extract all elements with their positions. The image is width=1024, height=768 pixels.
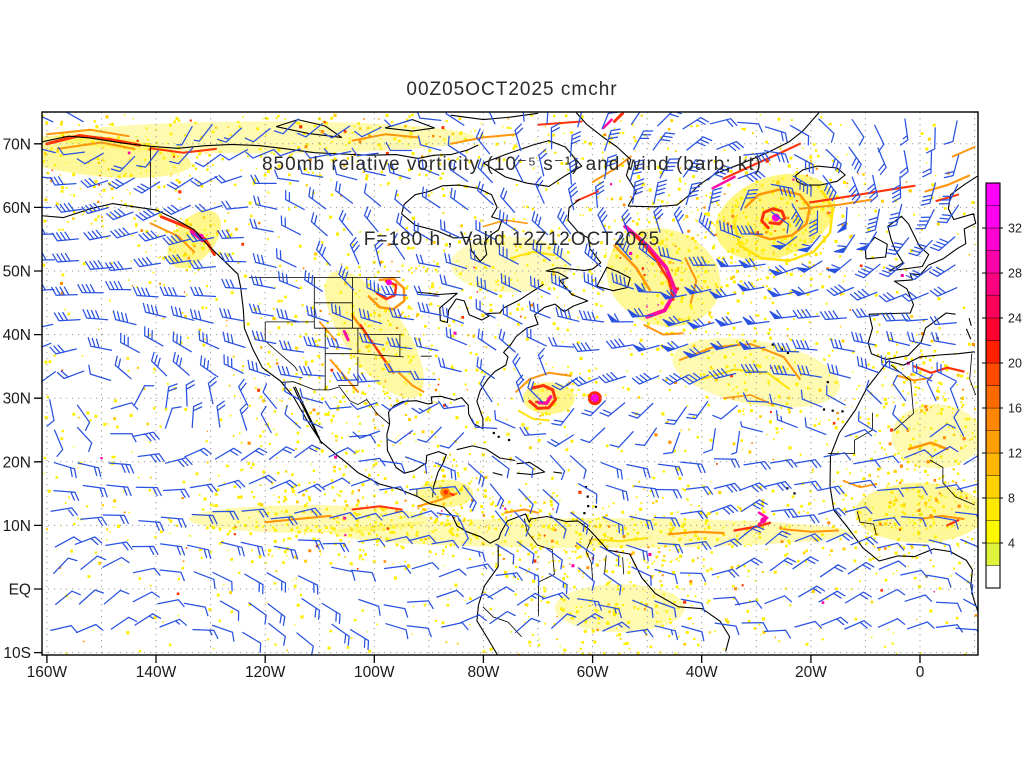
coastlines: [42, 112, 978, 655]
colorbar-tick-label: 28: [1008, 267, 1022, 281]
axis-labels: 70N 60N 50N 40N 30N 20N 10N EQ 10S 160W 140W 120W 10…: [3, 136, 925, 681]
colorbar-tick-label: 4: [1008, 537, 1015, 551]
lon-tick-label: 100W: [354, 664, 395, 681]
island-dots: [492, 337, 939, 515]
lat-tick-label: 70N: [3, 136, 31, 153]
lat-tick-label: 60N: [3, 200, 31, 217]
colorbar: 4 8 12 16 20 24 28 32: [982, 182, 1022, 589]
lon-tick-label: 120W: [245, 664, 286, 681]
map-content-layer: [42, 112, 978, 655]
lat-tick-label: 10N: [3, 518, 31, 535]
colorbar-tick-label: 20: [1008, 357, 1022, 371]
colorbar-tick-label: 16: [1008, 402, 1022, 416]
axis-ticks: [34, 143, 921, 663]
title-field-line: 850mb relative vorticity (10⁻⁵ s⁻¹) and …: [261, 154, 763, 175]
colorbar-tick-label: 24: [1008, 312, 1022, 326]
colorbar-tick-label: 12: [1008, 447, 1022, 461]
lon-tick-label: 140W: [136, 664, 177, 681]
lon-tick-label: 0: [916, 664, 925, 681]
title-run-line: 00Z05OCT2025 cmchr: [406, 79, 618, 100]
lat-tick-label: 10S: [3, 645, 31, 662]
lon-tick-label: 40W: [686, 664, 718, 681]
lat-tick-label: EQ: [9, 582, 31, 599]
lat-tick-label: 30N: [3, 391, 31, 408]
vorticity-filament-layer: [45, 112, 976, 543]
lat-tick-label: 50N: [3, 264, 31, 281]
lon-tick-label: 80W: [467, 664, 499, 681]
lat-tick-label: 40N: [3, 327, 31, 344]
colorbar-tick-label: 32: [1008, 222, 1022, 236]
lat-tick-label: 20N: [3, 454, 31, 471]
map-frame: [41, 111, 979, 656]
lon-tick-label: 160W: [27, 664, 68, 681]
political-borders: [150, 147, 977, 637]
wind-barbs-layer: [42, 112, 978, 655]
colorbar-tick-label: 8: [1008, 492, 1015, 506]
lon-tick-label: 20W: [795, 664, 827, 681]
title-valid-line: F=180 h ; Valid 12Z12OCT2025: [363, 229, 661, 250]
chart-title-block: 00Z05OCT2025 cmchr 850mb relative vortic…: [0, 27, 1024, 302]
lon-tick-label: 60W: [577, 664, 609, 681]
